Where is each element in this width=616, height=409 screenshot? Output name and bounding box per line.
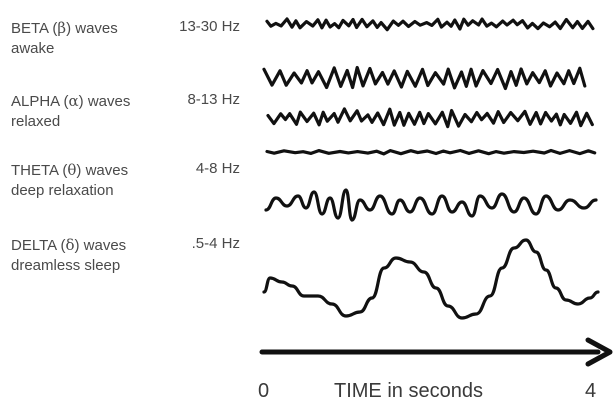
delta-frequency: .5-4 Hz <box>191 235 240 252</box>
beta-wave <box>265 17 595 32</box>
alpha-label: ALPHA (α) waves <box>11 92 131 110</box>
theta-label: THETA (θ) waves <box>11 161 129 179</box>
beta-label: BETA (β) waves <box>11 19 118 37</box>
alpha-frequency: 8-13 Hz <box>187 91 240 108</box>
time-axis-label: TIME in seconds <box>334 380 483 402</box>
flat-wave <box>265 148 597 156</box>
delta-label: DELTA (δ) waves <box>11 236 127 254</box>
theta-frequency: 4-8 Hz <box>195 160 240 177</box>
alpha-wave-2 <box>266 107 594 129</box>
beta-state: awake <box>11 40 55 57</box>
alpha-wave-1 <box>262 65 587 91</box>
delta-wave <box>262 238 600 320</box>
alpha-state: relaxed <box>11 113 61 130</box>
delta-state: dreamless sleep <box>11 257 121 274</box>
time-axis-arrow <box>259 337 613 367</box>
beta-frequency: 13-30 Hz <box>179 18 240 35</box>
time-axis-end: 4 <box>585 380 597 402</box>
theta-state: deep relaxation <box>11 182 114 199</box>
theta-wave <box>264 188 598 222</box>
time-axis-start: 0 <box>258 380 270 402</box>
